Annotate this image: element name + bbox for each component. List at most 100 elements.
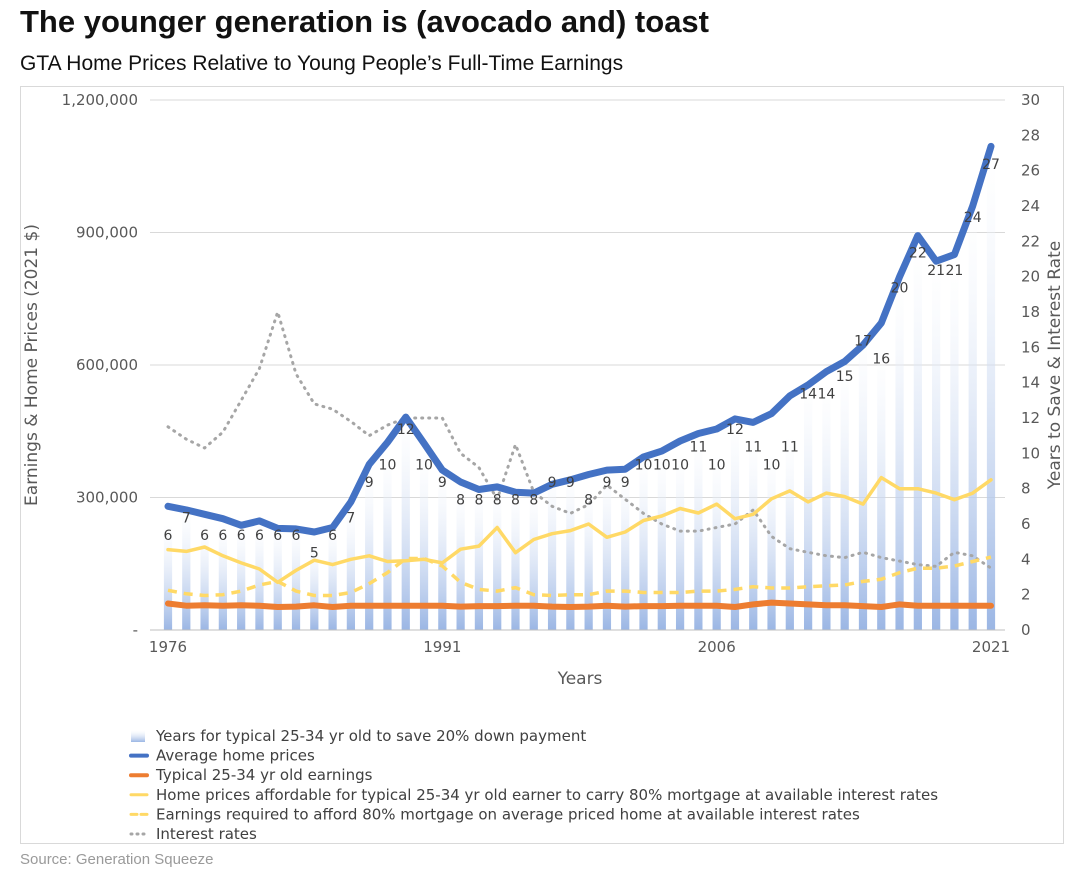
bar-label-1997: 9	[548, 475, 557, 491]
bar-label-2020: 24	[964, 210, 982, 226]
bar-1986	[346, 506, 356, 630]
bar-1998	[566, 471, 575, 630]
bar-label-1976: 6	[164, 528, 173, 544]
bar-label-2000: 9	[602, 475, 611, 491]
bar-label-2016: 20	[891, 281, 909, 297]
bar-label-1994: 8	[493, 493, 502, 509]
bar-2008	[749, 435, 758, 630]
bar-label-2021: 27	[982, 157, 1000, 173]
bar-label-1984: 5	[310, 546, 319, 562]
chart-title: The younger generation is (avocado and) …	[20, 4, 709, 39]
x-tick-label: 1976	[149, 638, 187, 656]
source-note: Source: Generation Squeeze	[20, 851, 214, 868]
left-tick-label: 600,000	[76, 356, 138, 374]
right-tick-label: 28	[1021, 126, 1040, 144]
series-line	[167, 555, 992, 598]
bar-2002	[639, 453, 648, 630]
bar-1976	[163, 524, 173, 630]
right-tick-label: 24	[1021, 197, 1040, 215]
legend: Years for typical 25-34 yr old to save 2…	[129, 727, 938, 843]
series-line	[166, 475, 993, 585]
gridlines	[150, 99, 1005, 498]
bar-label-2002: 10	[635, 457, 653, 473]
right-tick-label: 26	[1021, 162, 1040, 180]
bar-label-1996: 8	[529, 493, 538, 509]
bar-label-1983: 6	[292, 528, 301, 544]
y-axis-right-title: Years to Save & Interest Rate	[1045, 241, 1065, 490]
bar-label-1991: 9	[438, 475, 447, 491]
series-line	[165, 599, 994, 610]
right-tick-label: 22	[1021, 232, 1040, 250]
right-tick-label: 18	[1021, 303, 1040, 321]
bar-1996	[529, 488, 538, 630]
bar-1995	[511, 488, 520, 630]
bar-label-2010: 11	[781, 440, 799, 456]
right-tick-label: 8	[1021, 480, 1031, 498]
bar-2003	[657, 453, 666, 630]
bar-2010	[785, 435, 794, 630]
bar-1978	[200, 524, 209, 630]
bar-2021	[986, 153, 996, 630]
bar-1987	[365, 471, 374, 630]
right-tick-label: 14	[1021, 374, 1040, 392]
bar-1984	[310, 541, 319, 630]
bar-1981	[255, 524, 264, 630]
bar-2020	[968, 206, 977, 630]
bar-1993	[474, 488, 484, 630]
bar-2016	[895, 276, 904, 630]
bar-label-2008: 11	[744, 440, 762, 456]
right-tick-label: 4	[1021, 550, 1031, 568]
bar-label-1993: 8	[474, 493, 483, 509]
bar-2005	[694, 435, 703, 630]
bar-label-2006: 10	[708, 457, 726, 473]
bar-label-1985: 6	[328, 528, 337, 544]
axes: -300,000600,000900,0001,200,000024681012…	[22, 91, 1065, 689]
bar-label-2004: 10	[671, 457, 689, 473]
series-line	[166, 310, 993, 570]
legend-item: Years for typical 25-34 yr old to save 2…	[155, 727, 586, 745]
bar-label-2012: 14	[817, 387, 835, 403]
bar-label-1990: 10	[415, 457, 433, 473]
bar-1980	[237, 524, 246, 630]
chart-frame	[20, 86, 1064, 844]
bar-series	[163, 153, 996, 631]
bar-2000	[602, 471, 612, 630]
bar-label-2011: 14	[799, 387, 817, 403]
bar-label-2015: 16	[872, 351, 890, 367]
bar-1979	[218, 524, 227, 630]
left-tick-label: -	[133, 621, 138, 639]
bar-2004	[675, 453, 685, 630]
bar-label-2003: 10	[653, 457, 671, 473]
bar-label-2014: 17	[854, 334, 872, 350]
bar-1999	[584, 488, 593, 630]
left-tick-label: 300,000	[76, 489, 138, 507]
legend-item: Home prices affordable for typical 25-34…	[156, 786, 938, 804]
bar-label-1977: 7	[182, 510, 191, 526]
bar-label-1992: 8	[456, 493, 465, 509]
right-tick-label: 12	[1021, 409, 1040, 427]
legend-item: Interest rates	[156, 825, 257, 843]
left-tick-label: 1,200,000	[62, 91, 138, 109]
x-tick-label: 1991	[423, 638, 461, 656]
bar-2001	[621, 471, 630, 630]
bar-2019	[950, 259, 959, 630]
bar-1997	[547, 471, 557, 630]
chart-subtitle: GTA Home Prices Relative to Young People…	[20, 52, 624, 75]
bar-1988	[383, 453, 392, 630]
y-axis-left-title: Earnings & Home Prices (2021 $)	[22, 224, 42, 506]
bar-1994	[493, 488, 502, 630]
bar-2017	[913, 241, 922, 631]
bar-label-1988: 10	[379, 457, 397, 473]
bar-2014	[858, 329, 868, 630]
series-line	[164, 142, 995, 536]
bar-label-2013: 15	[836, 369, 854, 385]
bar-2009	[767, 453, 776, 630]
x-tick-label: 2021	[972, 638, 1010, 656]
bar-1989	[401, 418, 410, 630]
line-series	[164, 142, 995, 610]
legend-swatch-bars	[131, 730, 145, 742]
bar-label-1986: 7	[346, 510, 355, 526]
legend-item: Typical 25-34 yr old earnings	[155, 766, 373, 784]
